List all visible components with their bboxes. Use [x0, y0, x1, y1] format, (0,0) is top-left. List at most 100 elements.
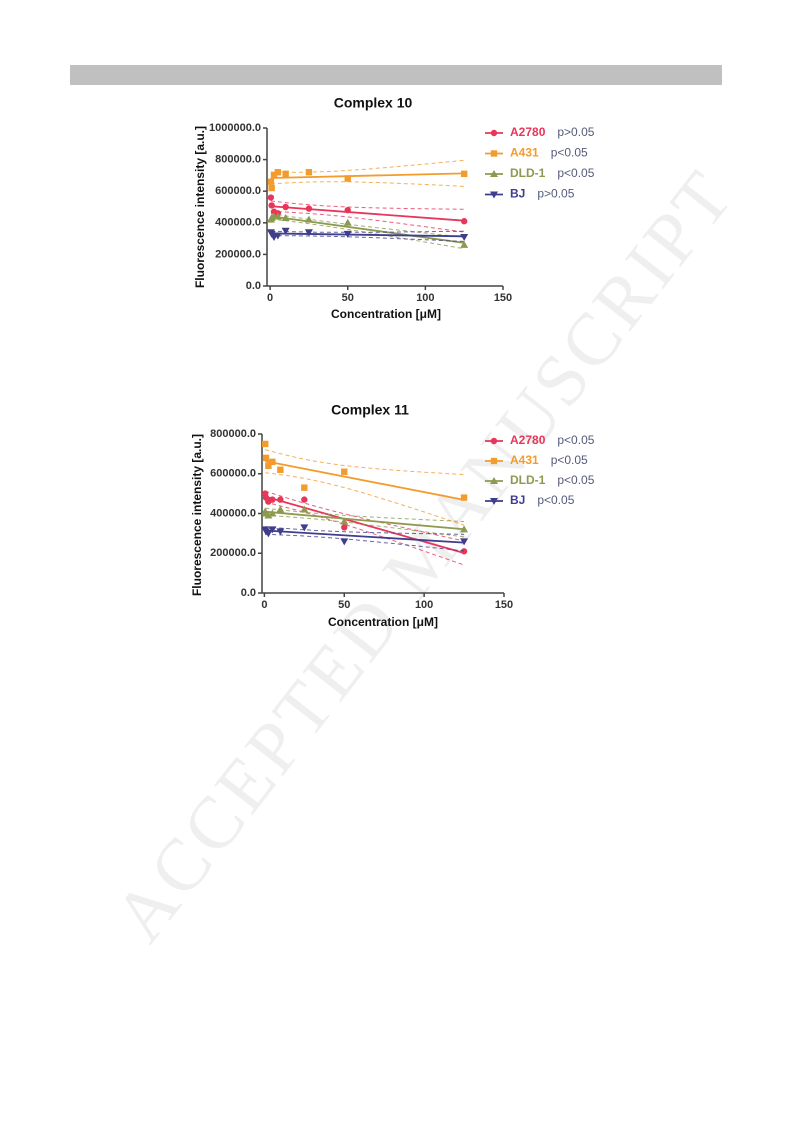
data-point: [460, 548, 468, 555]
data-point: [269, 496, 276, 503]
data-point: [301, 496, 308, 503]
x-tick-label: 0: [267, 292, 273, 304]
data-point: [269, 458, 276, 466]
data-point: [273, 212, 282, 220]
legend-marker: [490, 498, 498, 505]
confidence-band: [265, 526, 465, 535]
legend-p-value: p<0.05: [557, 433, 594, 447]
data-point: [273, 232, 282, 240]
data-point: [344, 175, 351, 182]
legend-label: A431: [510, 146, 539, 160]
legend-p-value: p>0.05: [557, 125, 594, 139]
data-point: [268, 526, 277, 534]
data-point: [341, 524, 348, 531]
data-point: [300, 505, 309, 513]
y-axis-label: Fluorescence intensity [a.u.]: [193, 126, 207, 288]
x-tick-label: 50: [342, 292, 354, 304]
data-point: [305, 205, 313, 212]
x-tick-label: 50: [338, 599, 350, 611]
data-point: [276, 528, 285, 536]
confidence-band: [270, 211, 465, 233]
x-tick-label: 100: [415, 599, 433, 611]
y-tick-label: 200000.0: [215, 248, 261, 260]
confidence-band: [270, 235, 465, 242]
data-point: [267, 178, 275, 185]
fit-line: [265, 529, 465, 544]
confidence-band: [265, 514, 465, 538]
data-point: [274, 169, 282, 176]
data-point: [301, 484, 308, 491]
y-tick-label: 0.0: [246, 280, 261, 292]
data-point: [460, 170, 468, 178]
data-point: [300, 524, 309, 532]
legend-label: DLD-1: [510, 166, 546, 180]
data-point: [281, 227, 290, 235]
fit-line: [270, 232, 465, 238]
data-point: [344, 206, 351, 214]
y-axis-label: Fluorescence intensity [a.u.]: [190, 434, 204, 596]
data-point: [343, 230, 352, 238]
data-point: [277, 496, 284, 503]
data-point: [305, 169, 313, 176]
confidence-band: [265, 533, 465, 552]
confidence-band: [270, 181, 465, 187]
legend-label: DLD-1: [510, 473, 546, 487]
data-point: [267, 194, 275, 201]
data-point: [460, 218, 468, 225]
data-point: [276, 505, 285, 513]
chart-title: Complex 11: [331, 402, 409, 418]
confidence-band: [265, 472, 465, 526]
confidence-band: [265, 507, 465, 523]
legend-label: A2780: [510, 125, 546, 139]
confidence-band: [270, 218, 465, 250]
confidence-band: [270, 159, 465, 173]
data-point: [264, 511, 273, 519]
data-point: [277, 466, 284, 473]
x-tick-label: 0: [261, 599, 267, 611]
legend-p-value: p<0.05: [551, 453, 588, 467]
data-point: [460, 538, 469, 546]
fit-line: [270, 215, 465, 244]
data-point: [262, 454, 270, 462]
fit-line: [270, 172, 465, 179]
y-tick-label: 600000.0: [215, 185, 261, 197]
confidence-band: [270, 230, 465, 233]
data-point: [460, 494, 468, 501]
confidence-band: [265, 449, 465, 476]
data-point: [343, 218, 352, 226]
y-tick-label: 800000.0: [210, 428, 256, 440]
legend-label: A431: [510, 453, 539, 467]
legend-marker: [490, 170, 498, 177]
data-point: [270, 172, 278, 179]
x-tick-label: 150: [494, 292, 512, 304]
x-axis-label: Concentration [μM]: [331, 307, 441, 321]
fit-line: [265, 510, 465, 531]
data-point: [264, 530, 273, 538]
data-point: [261, 440, 269, 448]
confidence-band: [270, 213, 465, 238]
legend-marker: [490, 150, 498, 157]
legend-marker: [490, 191, 498, 199]
data-point: [341, 468, 348, 475]
legend-p-value: p<0.05: [557, 166, 594, 180]
confidence-band: [265, 490, 465, 542]
header-bar: [70, 65, 722, 85]
y-tick-label: 600000.0: [210, 468, 256, 480]
fit-line: [265, 460, 465, 501]
x-tick-label: 150: [495, 599, 513, 611]
data-point: [268, 202, 275, 209]
data-point: [460, 240, 469, 248]
y-tick-label: 800000.0: [215, 154, 261, 166]
data-point: [340, 517, 349, 525]
data-point: [304, 229, 313, 237]
legend-marker: [490, 129, 498, 137]
data-point: [304, 215, 313, 223]
chart-title: Complex 10: [334, 95, 413, 111]
data-point: [282, 170, 289, 178]
fit-line: [270, 205, 465, 222]
legend-label: BJ: [510, 493, 525, 507]
legend-marker: [490, 477, 498, 484]
data-point: [282, 203, 289, 211]
x-axis-label: Concentration [μM]: [328, 615, 438, 629]
